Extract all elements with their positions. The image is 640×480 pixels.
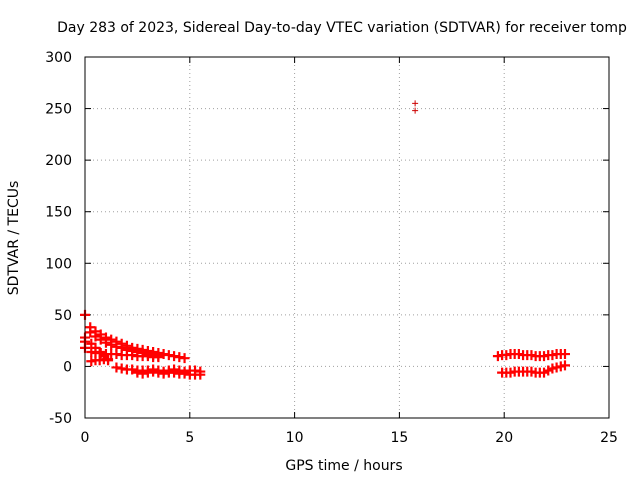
y-tick-label: 100 bbox=[45, 256, 72, 272]
x-tick-label: 20 bbox=[495, 430, 513, 446]
data-point-arc-2 bbox=[106, 339, 117, 350]
data-point-arc-2 bbox=[90, 331, 101, 342]
x-tick-label: 25 bbox=[600, 430, 618, 446]
x-axis-label: GPS time / hours bbox=[285, 458, 402, 474]
grid-lines bbox=[85, 57, 609, 418]
y-tick-label: -50 bbox=[49, 411, 72, 427]
x-tick-label: 15 bbox=[390, 430, 408, 446]
chart-title: Day 283 of 2023, Sidereal Day-to-day VTE… bbox=[57, 20, 627, 36]
y-tick-label: 300 bbox=[45, 50, 72, 66]
data-point-outlier bbox=[412, 107, 419, 114]
plot-frame bbox=[84, 56, 610, 419]
y-tick-label: 200 bbox=[45, 153, 72, 169]
data-point-arc-2 bbox=[85, 327, 96, 338]
x-tick-label: 5 bbox=[185, 430, 194, 446]
y-axis-label: SDTVAR / TECUs bbox=[6, 181, 22, 296]
data-point-arc-7 bbox=[195, 369, 206, 380]
x-tick-label: 10 bbox=[286, 430, 304, 446]
data-point-arc-2 bbox=[95, 334, 106, 345]
data-point-arc-2 bbox=[100, 337, 111, 348]
data-point-arc-1 bbox=[179, 353, 190, 364]
data-point-outlier bbox=[412, 100, 419, 107]
data-points bbox=[80, 100, 570, 380]
data-point-late-arc-1 bbox=[559, 349, 570, 360]
axis-ticks: 0 5 10 15 20 25 -50 0 50 100 150 200 250 300 bbox=[45, 50, 618, 446]
y-tick-label: 250 bbox=[45, 102, 72, 118]
x-tick-label: 0 bbox=[81, 430, 90, 446]
y-tick-label: 0 bbox=[63, 359, 72, 375]
data-point-arc-5 bbox=[103, 355, 114, 366]
data-point-late-arc-2 bbox=[559, 360, 570, 371]
data-point-arc-3 bbox=[153, 352, 164, 363]
y-tick-label: 150 bbox=[45, 205, 72, 221]
y-tick-label: 50 bbox=[54, 308, 72, 324]
